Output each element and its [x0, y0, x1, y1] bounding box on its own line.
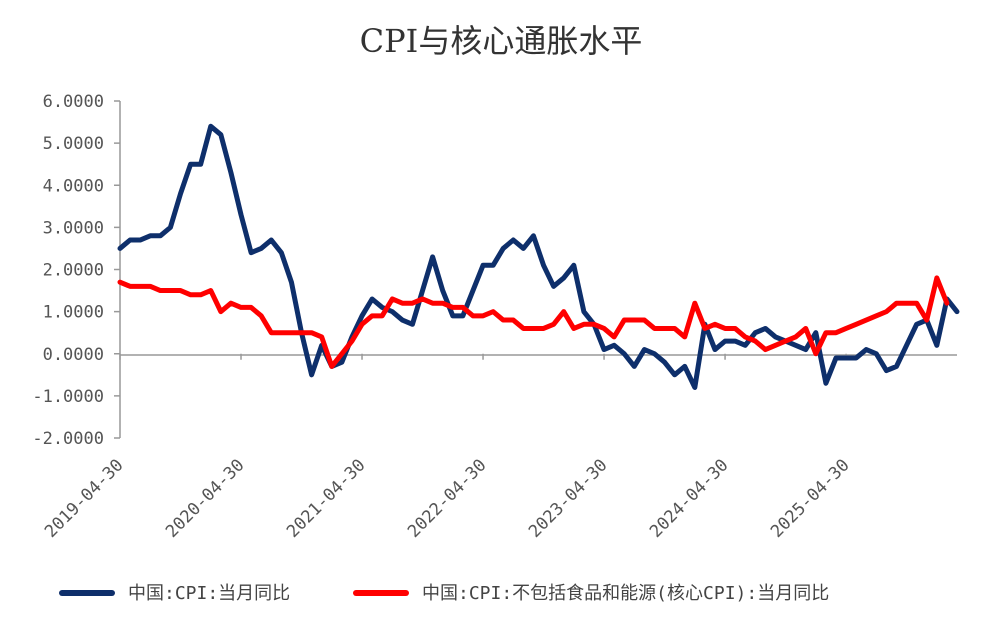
y-tick-label: 4.0000	[43, 176, 104, 196]
y-tick-label: 1.0000	[43, 303, 104, 323]
series-line-cpi	[117, 123, 960, 390]
chart-title: CPI与核心通胀水平	[360, 22, 643, 60]
y-ticks: 6.0000 5.0000 4.0000 3.0000 2.0000 1.0000 0.00…	[32, 92, 120, 449]
series-lines	[117, 123, 960, 390]
x-tick-label: 2024-04-30	[646, 455, 733, 542]
y-tick-label: 3.0000	[43, 218, 104, 238]
y-tick-label: 5.0000	[43, 134, 104, 154]
x-tick-label: 2023-04-30	[525, 455, 612, 542]
legend-label-core-cpi: 中国:CPI:不包括食品和能源(核心CPI):当月同比	[422, 583, 829, 604]
y-tick-label: -1.0000	[32, 387, 104, 407]
y-tick-label: 6.0000	[43, 92, 104, 112]
legend: 中国:CPI:当月同比 中国:CPI:不包括食品和能源(核心CPI):当月同比	[59, 583, 829, 604]
x-tick-label: 2020-04-30	[162, 455, 249, 542]
y-tick-label: -2.0000	[32, 429, 104, 449]
legend-label-cpi: 中国:CPI:当月同比	[128, 583, 290, 604]
x-ticks: 2019-04-30 2020-04-30 2021-04-30 2022-04-30…	[41, 353, 854, 542]
series-line-core-cpi	[117, 275, 950, 369]
y-tick-label: 0.0000	[43, 345, 104, 365]
x-tick-label: 2021-04-30	[283, 455, 370, 542]
x-tick-label: 2025-04-30	[767, 455, 854, 542]
x-tick-label: 2019-04-30	[41, 455, 128, 542]
y-tick-label: 2.0000	[43, 261, 104, 281]
x-tick-label: 2022-04-30	[404, 455, 491, 542]
axes	[119, 101, 957, 438]
